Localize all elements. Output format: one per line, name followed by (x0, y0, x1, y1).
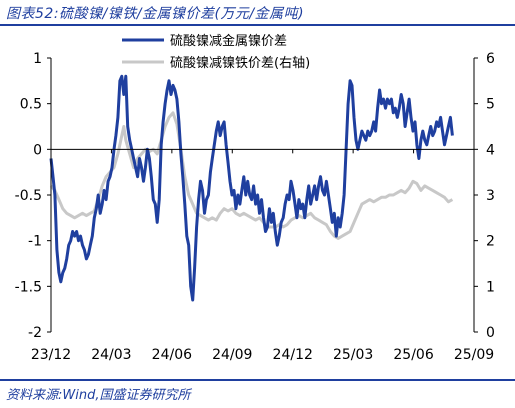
y-right-tick-label: 2 (486, 234, 495, 250)
y-left-tick-label: -2 (28, 325, 42, 341)
source-divider (0, 379, 515, 381)
y-left-tick-label: -1.5 (15, 279, 42, 295)
x-tick-label: 25/03 (333, 347, 373, 363)
x-tick-label: 25/06 (393, 347, 433, 363)
y-left-tick-label: 1 (33, 51, 42, 67)
y-right-tick-label: 3 (486, 188, 495, 204)
legend-label-2: 硫酸镍减镍铁价差(右轴) (170, 56, 310, 71)
legend-label-1: 硫酸镍减金属镍价差 (170, 33, 287, 49)
x-tick-label: 24/12 (273, 347, 313, 363)
x-tick-label: 24/06 (152, 347, 192, 363)
y-right-tick-label: 4 (486, 142, 495, 158)
series-line-2 (49, 111, 454, 240)
y-left-tick-label: 0 (33, 142, 42, 158)
y-left-tick-label: -0.5 (15, 188, 42, 204)
series-line-1 (49, 74, 454, 302)
title-divider (0, 24, 515, 26)
y-right-tick-label: 1 (486, 279, 495, 295)
x-tick-label: 24/03 (91, 347, 131, 363)
y-left-tick-label: 0.5 (20, 97, 42, 113)
y-right-tick-label: 6 (486, 51, 495, 67)
y-right-tick-label: 0 (486, 325, 495, 341)
x-tick-label: 24/09 (212, 347, 252, 363)
y-right-tick-label: 5 (486, 97, 495, 113)
source-note: 资料来源:Wind,国盛证券研究所 (6, 388, 191, 403)
chart-title: 图表52:硫酸镍/镍铁/金属镍价差(万元/金属吨) (6, 6, 305, 22)
x-tick-label: 23/12 (31, 347, 71, 363)
x-tick-label: 25/09 (454, 347, 494, 363)
y-left-tick-label: -1 (28, 234, 42, 250)
